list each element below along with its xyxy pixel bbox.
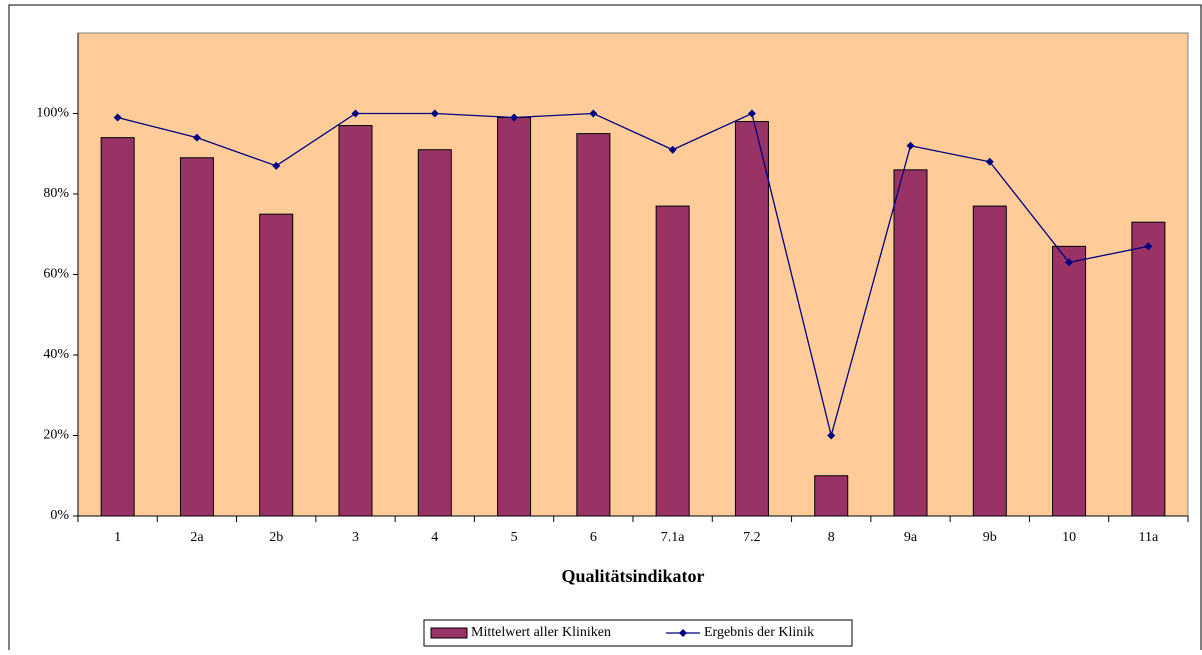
marker [1065,258,1074,267]
bar [1131,221,1166,517]
marker [985,157,994,166]
x-tick-label: 1 [114,530,121,545]
x-tick-label: 9b [983,530,997,545]
marker [827,431,836,440]
line [117,112,1149,439]
x-tick-label: 11a [1139,530,1159,545]
x-axis-title: Qualitätsindikator [561,566,704,586]
y-tick-label: 40% [43,347,69,362]
x-tick-label: 3 [352,530,359,545]
bar [100,137,135,517]
marker [510,113,519,122]
y-tick-label: 80% [43,186,69,201]
y-tick-label: 100% [36,106,69,121]
x-tick-label: 4 [431,530,438,545]
y-tick-label: 60% [43,267,69,282]
marker [272,161,281,170]
x-tick-label: 7.2 [743,530,761,545]
legend-swatch [430,627,468,639]
bar [734,121,769,517]
legend-label: Mittelwert aller Kliniken [471,625,611,640]
x-tick-label: 2b [269,530,283,545]
legend-box [423,619,853,647]
marker [351,109,360,118]
legend-label: Ergebnis der Klinik [704,625,814,640]
legend-marker [679,629,687,637]
bar [893,169,928,517]
marker [430,109,439,118]
x-tick-label: 7.1a [661,530,686,545]
bar [814,475,849,517]
y-tick-label: 20% [43,428,69,443]
bar [259,213,294,517]
x-tick-label: 9a [904,530,918,545]
marker [589,109,598,118]
marker [747,109,756,118]
bar [972,205,1007,517]
marker [906,141,915,150]
x-tick-label: 5 [511,530,518,545]
bar [497,117,532,517]
bar [576,133,611,517]
bar [338,125,373,517]
bar [1052,245,1087,517]
plot-area [77,32,1189,517]
bar [179,157,214,517]
marker [192,133,201,142]
x-tick-label: 6 [590,530,597,545]
x-tick-label: 2a [190,530,204,545]
y-tick-label: 0% [50,508,69,523]
marker [668,145,677,154]
marker [1144,242,1153,251]
bar [655,205,690,517]
x-tick-label: 8 [828,530,835,545]
x-tick-label: 10 [1062,530,1076,545]
marker [113,113,122,122]
bar [417,149,452,517]
